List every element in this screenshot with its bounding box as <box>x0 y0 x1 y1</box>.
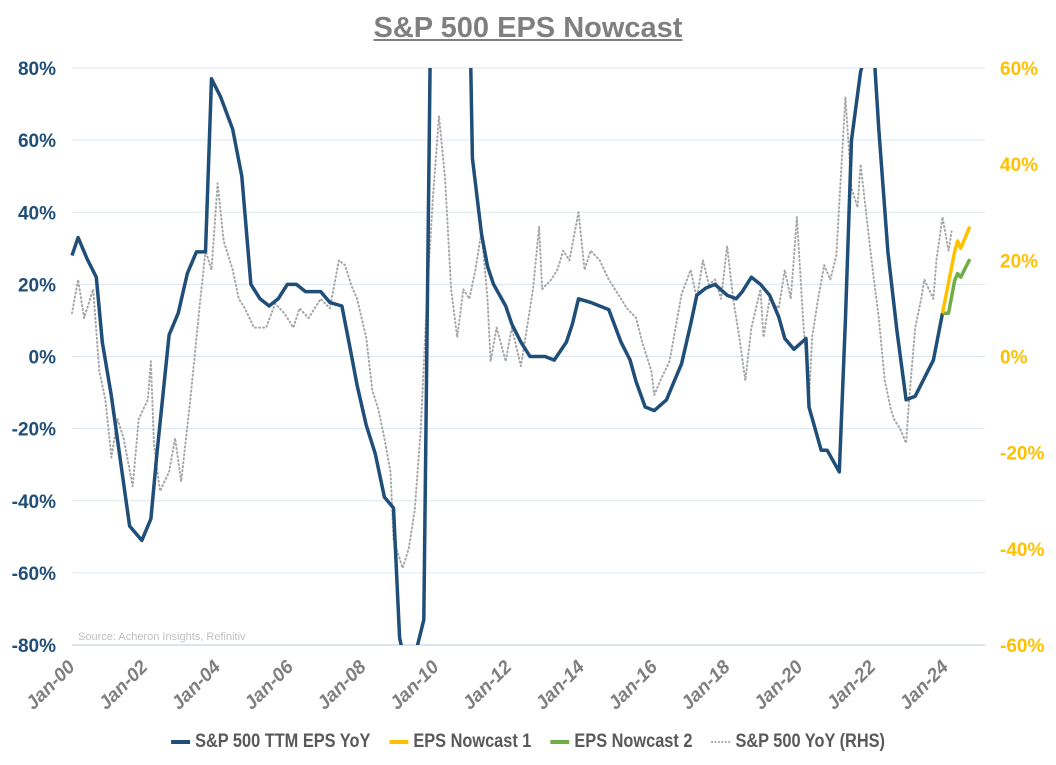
x-tick-label: Jan-06 <box>240 656 298 714</box>
x-tick-label: Jan-12 <box>459 656 517 714</box>
series-line-eps-nowcast-2 <box>942 258 972 315</box>
legend-item-nowcast-2: EPS Nowcast 2 <box>550 731 692 753</box>
x-tick-label: Jan-10 <box>386 656 444 714</box>
y-left-tick-label: -40% <box>12 492 56 513</box>
series-group <box>70 68 972 645</box>
y-right-tick-label: 20% <box>1000 251 1038 272</box>
y-left-tick-label: -20% <box>12 420 56 441</box>
legend-item-sp500-yoy: S&P 500 YoY (RHS) <box>711 731 885 753</box>
y-right-tick-label: 40% <box>1000 155 1038 176</box>
x-tick-label: Jan-20 <box>750 656 808 714</box>
y-left-tick-label: 20% <box>18 275 56 296</box>
y-left-tick-label: 60% <box>18 131 56 152</box>
y-left-tick-label: 40% <box>18 203 56 224</box>
x-tick-label: Jan-04 <box>168 656 226 714</box>
x-tick-label: Jan-16 <box>604 656 662 714</box>
y-left-tick-label: -80% <box>12 636 56 657</box>
legend: S&P 500 TTM EPS YoY EPS Nowcast 1 EPS No… <box>74 731 982 753</box>
y-left-tick-label: 80% <box>18 59 56 80</box>
x-tick-label: Jan-18 <box>677 656 735 714</box>
y-left-tick-label: -60% <box>12 564 56 585</box>
series-line-s-p-500-ttm-eps-yoy <box>70 68 945 645</box>
legend-label: EPS Nowcast 2 <box>574 731 693 752</box>
legend-swatch <box>170 740 190 744</box>
chart-title: S&P 500 EPS Nowcast <box>373 12 683 44</box>
legend-swatch <box>389 740 409 744</box>
y-left-tick-label: 0% <box>29 348 57 369</box>
x-tick-label: Jan-00 <box>22 656 80 714</box>
legend-label: S&P 500 YoY (RHS) <box>735 731 886 752</box>
x-tick-label: Jan-08 <box>313 656 371 714</box>
y-right-tick-label: 60% <box>1000 59 1038 80</box>
legend-item-eps-ttm: S&P 500 TTM EPS YoY <box>170 731 371 753</box>
y-right-tick-label: 0% <box>1000 348 1028 369</box>
y-right-tick-label: -20% <box>1000 444 1044 465</box>
series-line-eps-nowcast-1 <box>940 226 972 314</box>
x-tick-label: Jan-14 <box>532 656 590 714</box>
legend-swatch <box>711 741 731 743</box>
x-tick-label: Jan-02 <box>95 656 153 714</box>
x-tick-label: Jan-22 <box>823 656 881 714</box>
legend-swatch <box>550 740 570 744</box>
source-note: Source: Acheron Insights, Refinitiv <box>78 631 246 643</box>
y-right-tick-label: -60% <box>1000 636 1044 657</box>
y-right-tick-label: -40% <box>1000 540 1044 561</box>
x-tick-label: Jan-24 <box>896 656 954 714</box>
legend-item-nowcast-1: EPS Nowcast 1 <box>389 731 531 753</box>
legend-label: S&P 500 TTM EPS YoY <box>195 731 371 752</box>
series-line-s-p-500-yoy-rhs- <box>71 95 953 570</box>
legend-label: EPS Nowcast 1 <box>413 731 532 752</box>
